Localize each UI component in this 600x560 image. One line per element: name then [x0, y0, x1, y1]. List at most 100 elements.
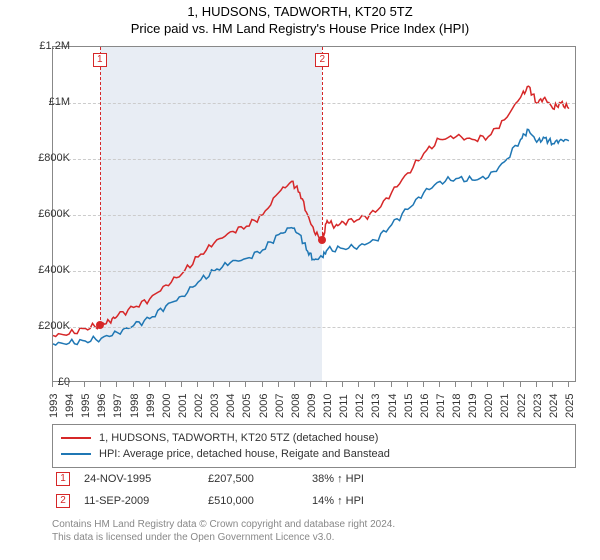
y-tick-label: £800K [38, 152, 70, 164]
x-tick-mark [213, 382, 214, 387]
x-tick-label: 1997 [112, 394, 124, 418]
x-tick-mark [68, 382, 69, 387]
footer-line2: This data is licensed under the Open Gov… [52, 531, 576, 544]
x-tick-label: 2023 [532, 394, 544, 418]
y-gridline [53, 159, 575, 160]
title-block: 1, HUDSONS, TADWORTH, KT20 5TZ Price pai… [0, 0, 600, 36]
x-tick-label: 1993 [48, 394, 60, 418]
transactions: 1 24-NOV-1995 £207,500 38% ↑ HPI 2 11-SE… [52, 468, 576, 512]
x-tick-label: 2001 [177, 394, 189, 418]
x-tick-mark [165, 382, 166, 387]
x-tick-mark [278, 382, 279, 387]
x-tick-mark [229, 382, 230, 387]
x-tick-label: 1996 [96, 394, 108, 418]
x-tick-label: 2015 [403, 394, 415, 418]
page-title: 1, HUDSONS, TADWORTH, KT20 5TZ [0, 4, 600, 19]
txn-marker-0: 1 [56, 472, 70, 486]
x-tick-mark [536, 382, 537, 387]
x-tick-mark [84, 382, 85, 387]
transaction-row-1: 2 11-SEP-2009 £510,000 14% ↑ HPI [52, 490, 576, 512]
chart-plot [53, 47, 575, 381]
txn-price-1: £510,000 [208, 495, 298, 507]
x-tick-label: 2024 [548, 394, 560, 418]
x-tick-label: 2011 [338, 394, 350, 418]
legend-swatch-0 [61, 437, 91, 439]
x-tick-label: 2003 [209, 394, 221, 418]
marker-box-1: 2 [315, 53, 329, 67]
x-tick-mark [116, 382, 117, 387]
txn-date-0: 24-NOV-1995 [84, 473, 194, 485]
x-tick-label: 2005 [241, 394, 253, 418]
series-line-1 [53, 129, 569, 345]
footer: Contains HM Land Registry data © Crown c… [52, 518, 576, 544]
marker-box-0: 1 [93, 53, 107, 67]
txn-pct-0: 38% ↑ HPI [312, 473, 392, 485]
x-tick-mark [407, 382, 408, 387]
x-tick-label: 2019 [467, 394, 479, 418]
x-tick-label: 2025 [564, 394, 576, 418]
x-tick-mark [374, 382, 375, 387]
x-tick-label: 2006 [258, 394, 270, 418]
legend-swatch-1 [61, 453, 91, 455]
legend-row-1: HPI: Average price, detached house, Reig… [61, 446, 567, 462]
marker-vline-1 [322, 47, 323, 240]
y-tick-label: £600K [38, 208, 70, 220]
x-tick-mark [310, 382, 311, 387]
txn-date-1: 11-SEP-2009 [84, 495, 194, 507]
transaction-row-0: 1 24-NOV-1995 £207,500 38% ↑ HPI [52, 468, 576, 490]
x-tick-label: 2004 [225, 394, 237, 418]
x-tick-mark [133, 382, 134, 387]
x-tick-label: 2010 [322, 394, 334, 418]
marker-dot-1 [318, 236, 326, 244]
x-tick-mark [487, 382, 488, 387]
x-tick-label: 2022 [516, 394, 528, 418]
y-tick-label: £1.2M [39, 40, 70, 52]
chart: 12 [52, 46, 576, 382]
x-tick-label: 2002 [193, 394, 205, 418]
x-tick-label: 2016 [419, 394, 431, 418]
x-tick-mark [181, 382, 182, 387]
x-tick-label: 2020 [483, 394, 495, 418]
y-gridline [53, 271, 575, 272]
x-tick-mark [520, 382, 521, 387]
legend-label-1: HPI: Average price, detached house, Reig… [99, 448, 390, 460]
x-tick-mark [262, 382, 263, 387]
x-tick-label: 2012 [354, 394, 366, 418]
y-tick-label: £200K [38, 320, 70, 332]
y-gridline [53, 103, 575, 104]
legend: 1, HUDSONS, TADWORTH, KT20 5TZ (detached… [52, 424, 576, 468]
txn-price-0: £207,500 [208, 473, 298, 485]
x-tick-mark [455, 382, 456, 387]
x-tick-label: 1995 [80, 394, 92, 418]
x-tick-mark [197, 382, 198, 387]
x-tick-mark [503, 382, 504, 387]
x-tick-mark [471, 382, 472, 387]
marker-dot-0 [96, 321, 104, 329]
legend-row-0: 1, HUDSONS, TADWORTH, KT20 5TZ (detached… [61, 430, 567, 446]
legend-label-0: 1, HUDSONS, TADWORTH, KT20 5TZ (detached… [99, 432, 378, 444]
x-tick-label: 2018 [451, 394, 463, 418]
x-tick-mark [52, 382, 53, 387]
x-tick-label: 2000 [161, 394, 173, 418]
x-tick-mark [149, 382, 150, 387]
y-tick-label: £1M [49, 96, 70, 108]
x-tick-mark [100, 382, 101, 387]
y-tick-label: £400K [38, 264, 70, 276]
x-tick-mark [552, 382, 553, 387]
x-tick-mark [423, 382, 424, 387]
x-tick-label: 2017 [435, 394, 447, 418]
txn-pct-1: 14% ↑ HPI [312, 495, 392, 507]
x-tick-mark [439, 382, 440, 387]
y-gridline [53, 327, 575, 328]
txn-marker-1: 2 [56, 494, 70, 508]
x-tick-mark [568, 382, 569, 387]
page-subtitle: Price paid vs. HM Land Registry's House … [0, 21, 600, 36]
x-tick-mark [358, 382, 359, 387]
series-line-0 [53, 86, 569, 336]
x-tick-label: 2013 [370, 394, 382, 418]
x-tick-label: 1998 [129, 394, 141, 418]
marker-vline-0 [100, 47, 101, 325]
x-tick-label: 2007 [274, 394, 286, 418]
x-tick-mark [326, 382, 327, 387]
x-tick-label: 2021 [499, 394, 511, 418]
